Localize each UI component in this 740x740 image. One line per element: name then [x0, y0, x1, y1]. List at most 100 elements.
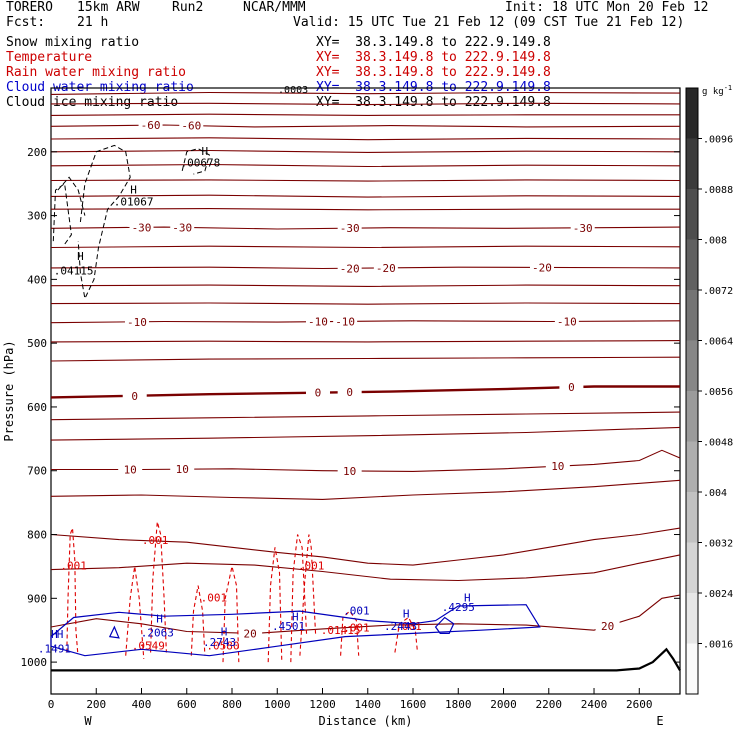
isotherm-label-18-0: 0 — [131, 390, 138, 403]
x-tick-label-6: 1200 — [309, 698, 336, 711]
rain-label-2: .001 — [201, 592, 228, 605]
x-tick-label-1: 200 — [86, 698, 106, 711]
isotherm-21 — [51, 449, 681, 472]
isotherm-7 — [50, 179, 681, 182]
cloud-water-contour-0 — [50, 604, 541, 657]
isotherm-16 — [50, 340, 681, 343]
isotherm-label-10-0: -30 — [132, 221, 152, 234]
isotherm-label-bg-12-1 — [373, 261, 398, 273]
cloud-water-label-3: H — [156, 613, 163, 626]
y-tick-label-6: 800 — [27, 529, 47, 542]
cloud-water-label-13: .4295 — [442, 601, 475, 614]
chart-header: TORERO 15km ARW Run2 NCAR/MMM Init: 18 U… — [0, 0, 740, 115]
snow-label-1: .00678 — [180, 156, 220, 169]
y-axis-label: Pressure (hPa) — [2, 340, 16, 441]
isotherm-label-21-3: 10 — [551, 460, 564, 473]
isotherm-label-18-3: 0 — [568, 381, 575, 394]
isotherm-label-bg-15-1 — [305, 315, 330, 327]
run-label: Run2 — [172, 0, 204, 15]
x-tick-label-12: 2400 — [581, 698, 608, 711]
snow-contour-1 — [77, 144, 131, 301]
isotherm-label-bg-15-0 — [124, 315, 149, 327]
field-snow-name: Snow mixing ratio — [6, 35, 140, 50]
colorbar-tick-label-8: .0032 — [703, 539, 733, 550]
isotherm-label-bg-25-0 — [238, 627, 263, 639]
rain-contour-5 — [267, 547, 283, 663]
colorbar-cell-3 — [686, 239, 698, 291]
isotherm-label-18-1: 0 — [315, 387, 322, 400]
colorbar-cell-11 — [686, 643, 698, 695]
colorbar-cell-5 — [686, 340, 698, 392]
snow-label-5: .04115 — [54, 264, 94, 277]
x-tick-label-7: 1400 — [355, 698, 382, 711]
isotherm-label-10-2: -30 — [340, 222, 360, 235]
snow-label-0: H — [202, 145, 209, 158]
isotherm-13 — [50, 284, 681, 287]
isotherm-label-bg-18-2 — [337, 386, 362, 398]
cloud-water-label-0: H — [51, 628, 58, 641]
x-axis-label: Distance (km) — [319, 714, 413, 728]
colorbar: .0096 .0088 .008 .0072 .0064 .0056 .0048 .004 .0… — [685, 84, 733, 695]
isotherm-label-15-2: -10 — [335, 315, 355, 328]
init-time: Init: 18 UTC Mon 20 Feb 12 — [505, 0, 709, 15]
isotherm-14 — [50, 302, 681, 305]
y-tick-label-3: 500 — [27, 337, 47, 350]
colorbar-tick-label-6: .0048 — [703, 438, 733, 449]
rain-label-8: .001 — [343, 621, 370, 634]
isotherm-label-12-2: -20 — [532, 261, 552, 274]
x-end-label-east: E — [656, 714, 663, 728]
colorbar-tick-label-4: .0064 — [703, 337, 733, 348]
colorbar-cell-9 — [686, 542, 698, 594]
isotherm-label-bg-21-1 — [170, 463, 195, 475]
cloud-water-label-5: H — [221, 625, 228, 638]
isotherm-0 — [50, 91, 681, 95]
x-tick-label-2: 400 — [132, 698, 152, 711]
cloud-water-contour-1 — [434, 616, 455, 634]
colorbar-cell-6 — [686, 391, 698, 442]
isotherm-label-bg-21-0 — [118, 463, 143, 475]
colorbar-tick-label-7: .004 — [703, 488, 727, 499]
isotherm-4 — [50, 137, 681, 141]
isotherm-label-bg-3-0 — [138, 119, 163, 131]
isotherm-label-25-1: 20 — [601, 620, 614, 633]
field-snow-xy: XY= 38.3.149.8 to 222.9.149.8 — [316, 35, 551, 50]
y-tick-label-5: 700 — [27, 465, 47, 478]
x-tick-label-11: 2200 — [536, 698, 563, 711]
isotherm-24 — [50, 554, 681, 582]
valid-time: Valid: 15 UTC Tue 21 Feb 12 (09 CST Tue … — [293, 15, 685, 30]
isotherm-label-bg-10-0 — [129, 221, 154, 233]
y-tick-label-2: 400 — [27, 273, 47, 286]
isotherm-label-15-3: -10 — [557, 315, 577, 328]
isotherm-label-bg-21-2 — [337, 464, 362, 476]
colorbar-cell-7 — [686, 441, 698, 493]
colorbar-cell-2 — [686, 189, 698, 240]
cloud-water-label-7: H — [292, 611, 299, 624]
rain-contour-8 — [340, 610, 360, 656]
snow-contour-2 — [181, 148, 210, 175]
rain-label-3: .001 — [298, 560, 325, 573]
plot-frame — [50, 87, 681, 695]
isotherm-label-12-0: -20 — [340, 262, 360, 275]
field-temperature-name: Temperature — [6, 50, 93, 65]
isotherm-6 — [50, 163, 681, 168]
isotherm-label-bg-10-1 — [170, 221, 195, 233]
isotherm-2 — [50, 113, 680, 116]
isotherm-12 — [50, 266, 681, 270]
model-resolution: 15km ARW — [77, 0, 140, 15]
org-label: NCAR/MMM — [243, 0, 306, 15]
field-cloudice-name: Cloud ice mixing ratio — [6, 95, 179, 110]
rain-label-7: .0580 — [206, 639, 239, 652]
y-tick-label-8: 1000 — [21, 656, 48, 669]
cloud-water-label-2: .1491 — [38, 643, 71, 656]
rain-label-0: .001 — [60, 560, 87, 573]
colorbar-tick-label-5: .0056 — [703, 387, 733, 398]
cloud-water-label-4: .2063 — [141, 627, 174, 640]
field-rain-name: Rain water mixing ratio — [6, 65, 187, 80]
colorbar-tick-label-1: .0088 — [703, 185, 733, 196]
y-tick-label-1: 300 — [27, 210, 47, 223]
model-name: TORERO — [6, 0, 53, 15]
isotherm-23 — [50, 527, 681, 566]
isotherm-label-bg-15-2 — [333, 315, 358, 327]
